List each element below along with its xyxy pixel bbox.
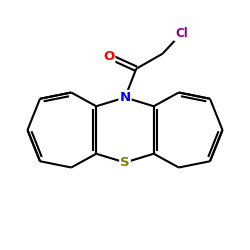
Text: S: S [120,156,130,169]
Text: O: O [103,50,114,63]
Text: Cl: Cl [175,27,188,40]
Text: N: N [120,91,130,104]
